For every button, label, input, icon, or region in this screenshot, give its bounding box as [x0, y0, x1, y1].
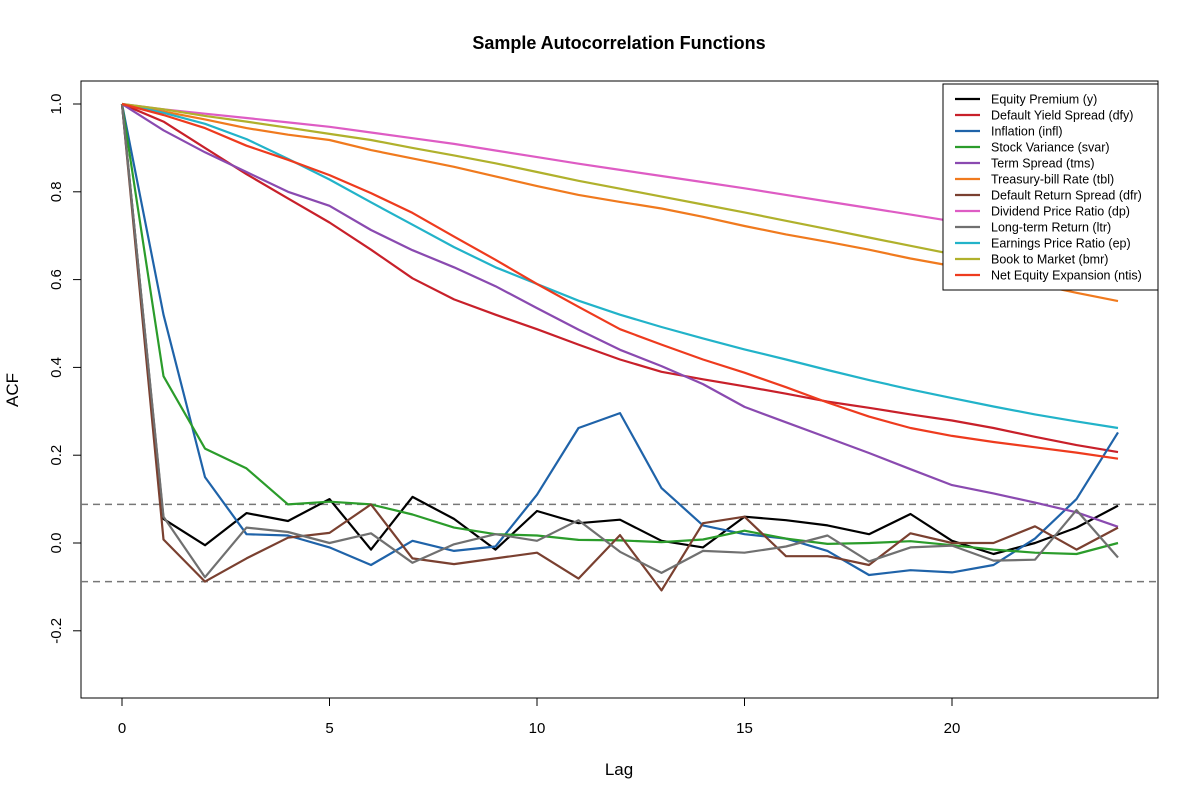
legend-label: Equity Premium (y) — [991, 93, 1097, 107]
y-tick-label: -0.2 — [48, 618, 65, 644]
x-axis: 0 5 10 15 20 — [118, 697, 961, 737]
series-line-8 — [120, 103, 1119, 579]
x-axis-label: Lag — [605, 760, 633, 779]
legend-label: Treasury-bill Rate (tbl) — [991, 173, 1114, 187]
x-tick-label: 10 — [529, 720, 546, 737]
legend-label: Stock Variance (svar) — [991, 141, 1110, 155]
series-line-2 — [120, 103, 1119, 577]
y-tick-label: 0.2 — [48, 445, 65, 466]
legend-label: Default Yield Spread (dfy) — [991, 109, 1133, 123]
legend-label: Inflation (infl) — [991, 125, 1063, 139]
legend-label: Earnings Price Ratio (ep) — [991, 237, 1131, 251]
y-tick-label: 1.0 — [48, 94, 65, 115]
series-line-4 — [121, 103, 1119, 528]
x-tick-label: 0 — [118, 720, 126, 737]
y-tick-label: 0.8 — [48, 181, 65, 202]
series-line-0 — [120, 103, 1119, 556]
x-tick-label: 5 — [325, 720, 333, 737]
legend-label: Net Equity Expansion (ntis) — [991, 269, 1142, 283]
chart-title: Sample Autocorrelation Functions — [472, 33, 765, 53]
y-tick-label: 0.4 — [48, 357, 65, 378]
legend: Equity Premium (y) Default Yield Spread (… — [942, 83, 1159, 291]
series-line-11 — [121, 102, 1119, 460]
y-axis-label: ACF — [3, 373, 22, 407]
legend-box — [942, 83, 1159, 291]
x-tick-label: 20 — [944, 720, 961, 737]
y-axis: -0.2 0.0 0.2 0.4 0.6 0.8 1.0 — [48, 94, 82, 644]
series-line-1 — [121, 102, 1119, 454]
legend-label: Long-term Return (ltr) — [991, 221, 1111, 235]
legend-label: Book to Market (bmr) — [991, 253, 1108, 267]
series-line-6 — [120, 103, 1119, 592]
x-tick-label: 15 — [736, 720, 753, 737]
y-tick-label: 0.0 — [48, 533, 65, 554]
legend-label: Term Spread (tms) — [991, 157, 1095, 171]
y-tick-label: 0.6 — [48, 269, 65, 290]
legend-label: Dividend Price Ratio (dp) — [991, 205, 1130, 219]
legend-label: Default Return Spread (dfr) — [991, 189, 1142, 203]
